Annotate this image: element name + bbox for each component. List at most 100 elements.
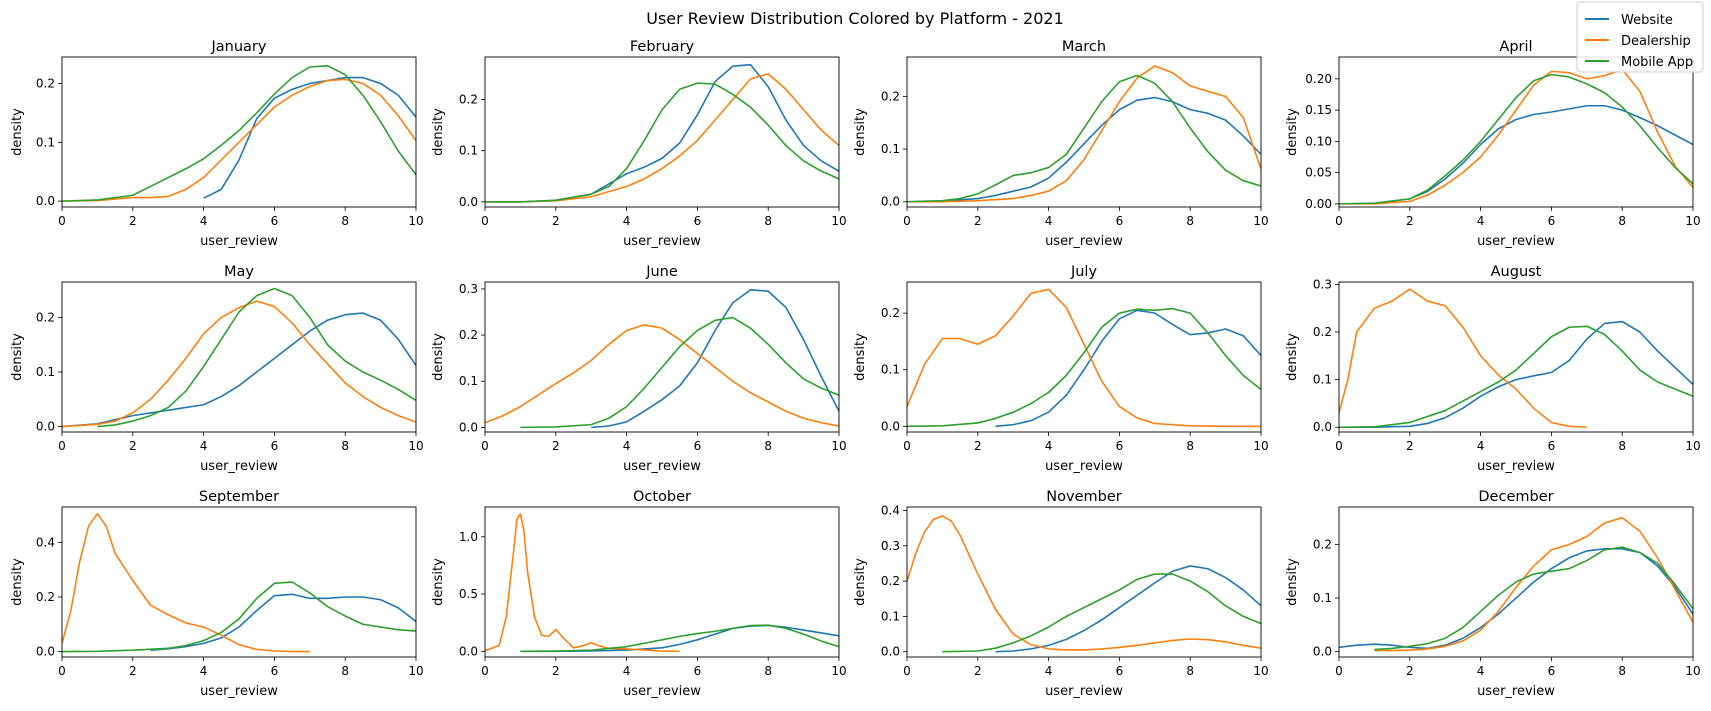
x-tick-label: 10	[1685, 439, 1700, 453]
plot-frame	[1338, 281, 1694, 433]
x-tick-label: 0	[58, 439, 66, 453]
series-line-mobile-app	[520, 316, 839, 429]
series-line-dealership	[907, 65, 1261, 203]
series-group	[907, 288, 1261, 428]
x-tick-label: 8	[764, 664, 772, 678]
x-tick-label: 0	[58, 214, 66, 228]
x-tick-label: 10	[408, 664, 423, 678]
subplot-february: 0 2 4 6 8 10 0.0 0.1 0.2 February user_review densi…	[431, 39, 847, 249]
x-tick-label: 2	[129, 664, 137, 678]
x-tick-label: 10	[408, 439, 423, 453]
x-axis-label: user_review	[1045, 234, 1123, 249]
x-tick-label: 6	[271, 439, 279, 453]
y-tick-label: 0.5	[459, 587, 478, 601]
x-tick-label: 4	[1477, 664, 1485, 678]
y-axis-label: density	[431, 108, 446, 156]
x-axis-label: user_review	[1045, 459, 1123, 474]
x-tick-label: 10	[831, 439, 846, 453]
x-tick-label: 0	[481, 214, 489, 228]
series-line-website	[591, 289, 839, 429]
series-group	[907, 65, 1261, 203]
series-group	[1339, 516, 1693, 652]
x-tick-label: 0	[903, 214, 911, 228]
subplot-title: May	[224, 264, 254, 280]
x-tick-label: 10	[1253, 664, 1268, 678]
series-line-website	[1339, 547, 1693, 650]
y-tick-label: 0.0	[459, 420, 478, 434]
x-tick-label: 6	[694, 439, 702, 453]
x-tick-label: 10	[831, 664, 846, 678]
x-tick-label: 10	[831, 214, 846, 228]
series-line-mobile-app	[520, 624, 839, 653]
series-group	[485, 63, 839, 203]
series-line-mobile-app	[1339, 325, 1693, 429]
x-tick-label: 8	[1186, 214, 1194, 228]
x-tick-label: 2	[974, 439, 982, 453]
y-axis-label: density	[1285, 108, 1300, 156]
legend-label-mobile-app: Mobile App	[1621, 55, 1693, 70]
y-tick-label: 0.1	[459, 144, 478, 158]
series-line-mobile-app	[97, 287, 416, 428]
y-tick-label: 0.2	[881, 306, 900, 320]
plot-frame	[1338, 506, 1694, 658]
subplot-title: August	[1491, 264, 1542, 280]
y-tick-label: 0.3	[459, 282, 478, 296]
series-line-dealership	[1339, 288, 1587, 429]
y-tick-label: 0.2	[36, 590, 55, 604]
y-axis-label: density	[10, 108, 25, 156]
x-tick-label: 6	[694, 664, 702, 678]
x-axis-label: user_review	[1045, 684, 1123, 699]
series-group	[485, 289, 839, 429]
y-tick-label: 0.2	[1313, 538, 1332, 552]
x-tick-label: 4	[200, 664, 208, 678]
series-line-dealership	[485, 73, 839, 203]
subplot-title: June	[645, 264, 678, 280]
x-tick-label: 2	[552, 439, 560, 453]
x-tick-label: 6	[1548, 214, 1556, 228]
y-tick-label: 0.1	[459, 374, 478, 388]
plot-frame	[1338, 56, 1694, 208]
subplot-october: 0 2 4 6 8 10 0.0 0.5 1.0 October user_review densit…	[431, 489, 847, 699]
series-group	[1339, 288, 1693, 429]
x-tick-label: 8	[764, 214, 772, 228]
x-tick-label: 6	[271, 664, 279, 678]
series-line-dealership	[485, 324, 839, 427]
series-line-mobile-app	[485, 82, 839, 203]
x-tick-label: 10	[1253, 439, 1268, 453]
series-group	[485, 513, 839, 653]
x-axis-label: user_review	[200, 684, 278, 699]
y-tick-label: 0.0	[881, 195, 900, 209]
x-tick-label: 0	[58, 664, 66, 678]
x-tick-label: 4	[1477, 214, 1485, 228]
y-axis-label: density	[1285, 333, 1300, 381]
series-group	[62, 65, 416, 202]
legend: Website Dealership Mobile App	[1576, 1, 1704, 73]
y-tick-label: 0.3	[1313, 277, 1332, 291]
y-tick-label: 0.2	[459, 328, 478, 342]
y-axis-label: density	[10, 333, 25, 381]
x-tick-label: 4	[200, 214, 208, 228]
series-group	[62, 287, 416, 428]
y-tick-label: 0.15	[1305, 103, 1332, 117]
series-line-website	[995, 309, 1261, 428]
series-group	[62, 513, 416, 653]
x-tick-label: 8	[1186, 664, 1194, 678]
x-tick-label: 0	[481, 664, 489, 678]
x-axis-label: user_review	[623, 684, 701, 699]
y-tick-label: 0.2	[881, 89, 900, 103]
y-axis-label: density	[431, 558, 446, 606]
x-tick-label: 4	[1045, 664, 1053, 678]
subplot-may: 0 2 4 6 8 10 0.0 0.1 0.2 May user_review density	[10, 264, 424, 474]
x-tick-label: 0	[1335, 439, 1343, 453]
legend-label-dealership: Dealership	[1621, 34, 1691, 49]
y-tick-label: 0.2	[36, 76, 55, 90]
subplot-title: February	[630, 39, 695, 55]
series-line-mobile-app	[62, 65, 416, 202]
x-axis-label: user_review	[200, 459, 278, 474]
series-line-website	[62, 312, 416, 428]
y-axis-label: density	[10, 558, 25, 606]
y-tick-label: 0.2	[459, 92, 478, 106]
series-line-website	[1339, 320, 1693, 429]
subplot-august: 0 2 4 6 8 10 0.0 0.1 0.2 0.3 August user_review dens…	[1285, 264, 1701, 474]
